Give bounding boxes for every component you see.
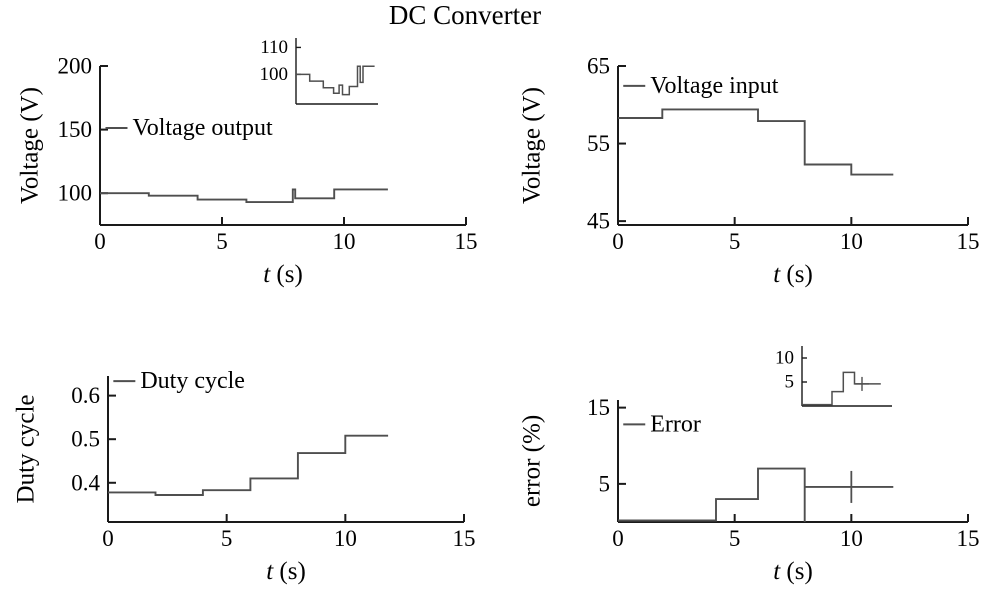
axes-voltage-output: 0 5 10 15 100 150 200 bbox=[58, 54, 478, 255]
series-line-error-inset bbox=[802, 371, 881, 406]
x-tick-label: 15 bbox=[957, 526, 980, 551]
y-tick-label: 0.6 bbox=[71, 383, 100, 408]
axes-error-inset: 510 bbox=[775, 346, 892, 407]
chart-error: 0 5 10 15 5 15 t (s) error (%) Error 5 10 bbox=[500, 330, 992, 606]
x-tick-label: 5 bbox=[729, 526, 741, 551]
legend-error: Error bbox=[623, 411, 701, 437]
y-tick-label: 0.4 bbox=[71, 470, 100, 495]
series-line-voltage-output bbox=[100, 188, 388, 204]
x-axis-label: t (s) bbox=[266, 558, 306, 585]
x-axis-label: t (s) bbox=[773, 558, 813, 585]
y-axis-label: Voltage (V) bbox=[17, 87, 44, 204]
series-line-voltage-input bbox=[618, 108, 894, 176]
x-tick-label: 15 bbox=[957, 229, 980, 254]
y-tick-label: 200 bbox=[58, 54, 93, 79]
x-tick-label: 0 bbox=[612, 229, 624, 254]
legend-label: Voltage input bbox=[650, 73, 779, 99]
x-tick-label: 10 bbox=[334, 526, 357, 551]
chart-canvas-error-inset: 510 bbox=[762, 340, 898, 420]
chart-canvas-duty-cycle: 0 5 10 15 0.4 0.5 0.6 t (s) Duty cycle Duty cycle bbox=[0, 330, 490, 606]
x-tick-label: 10 bbox=[333, 229, 356, 254]
x-tick-label: 15 bbox=[453, 526, 476, 551]
y-tick-label: 100 bbox=[260, 64, 289, 85]
series-line-voltage-output-inset bbox=[296, 65, 375, 96]
axes-voltage-input: 0 5 10 15 45 55 65 bbox=[587, 54, 980, 255]
x-tick-label: 5 bbox=[216, 229, 228, 254]
legend-label: Voltage output bbox=[132, 115, 273, 141]
y-tick-label: 15 bbox=[587, 395, 610, 420]
voltage-output-inset-box: 100 110 bbox=[250, 30, 382, 127]
y-tick-label: 55 bbox=[587, 131, 610, 156]
legend-voltage-input: Voltage input bbox=[623, 73, 779, 99]
x-axis-label: t (s) bbox=[773, 261, 813, 288]
chart-voltage-output: 0 5 10 15 100 150 200 t (s) Voltage (V) Voltage o… bbox=[0, 28, 490, 300]
x-tick-label: 10 bbox=[840, 526, 863, 551]
y-tick-label: 0.5 bbox=[71, 427, 100, 452]
x-tick-label: 0 bbox=[94, 229, 106, 254]
y-tick-label: 110 bbox=[260, 37, 288, 58]
y-tick-label: 5 bbox=[599, 471, 611, 496]
y-tick-label: 150 bbox=[58, 117, 93, 142]
chart-canvas-voltage-output: 0 5 10 15 100 150 200 t (s) Voltage (V) Voltage o… bbox=[0, 28, 490, 300]
series-line-error bbox=[618, 467, 894, 522]
y-tick-label: 100 bbox=[58, 181, 93, 206]
legend-label: Error bbox=[650, 411, 701, 437]
error-inset-box: 5 10 bbox=[762, 340, 898, 425]
axes-duty-cycle: 0 5 10 15 0.4 0.5 0.6 bbox=[71, 376, 476, 551]
x-tick-label: 0 bbox=[612, 526, 624, 551]
x-tick-label: 5 bbox=[729, 229, 741, 254]
x-tick-label: 5 bbox=[221, 526, 233, 551]
series-line-duty-cycle bbox=[108, 434, 389, 496]
chart-voltage-input: 0 5 10 15 45 55 65 t (s) Voltage (V) Voltage inpu… bbox=[500, 28, 992, 300]
y-tick-label: 65 bbox=[587, 54, 610, 79]
legend-duty-cycle: Duty cycle bbox=[113, 368, 245, 394]
legend-voltage-output: Voltage output bbox=[105, 115, 273, 141]
y-axis-label: Duty cycle bbox=[13, 395, 40, 504]
y-axis-label: Voltage (V) bbox=[519, 87, 546, 204]
y-tick-label: 5 bbox=[785, 372, 795, 393]
y-tick-label: 10 bbox=[775, 348, 794, 369]
chart-canvas-voltage-input: 0 5 10 15 45 55 65 t (s) Voltage (V) Voltage inpu… bbox=[500, 28, 992, 300]
x-tick-label: 15 bbox=[455, 229, 478, 254]
axes-error: 0 5 10 15 5 15 bbox=[587, 395, 980, 551]
y-axis-label: error (%) bbox=[519, 415, 546, 507]
x-axis-label: t (s) bbox=[263, 261, 303, 288]
figure-title: DC Converter bbox=[388, 0, 542, 30]
x-tick-label: 0 bbox=[102, 526, 114, 551]
chart-duty-cycle: 0 5 10 15 0.4 0.5 0.6 t (s) Duty cycle Duty cycle bbox=[0, 330, 490, 606]
legend-label: Duty cycle bbox=[140, 368, 245, 394]
x-tick-label: 10 bbox=[840, 229, 863, 254]
y-tick-label: 45 bbox=[587, 209, 610, 234]
